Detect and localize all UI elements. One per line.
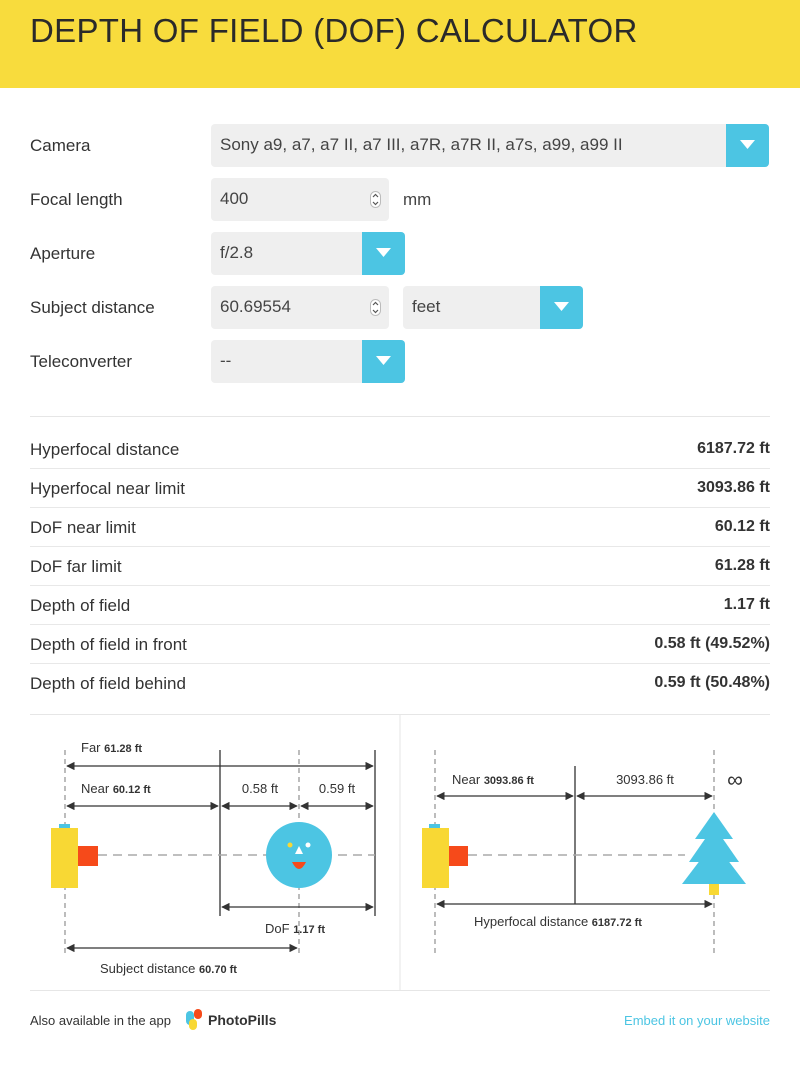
result-row: DoF far limit 61.28 ft <box>30 547 770 586</box>
aperture-select[interactable]: f/2.8 <box>211 232 405 275</box>
camera-select[interactable]: Sony a9, a7, a7 II, a7 III, a7R, a7R II,… <box>211 124 769 167</box>
result-label: DoF near limit <box>30 518 136 537</box>
subject-distance-value: 60.69554 <box>220 297 291 316</box>
form-divider <box>30 416 770 417</box>
result-label: Hyperfocal distance <box>30 440 180 459</box>
hyperfocal-near-label: Near 3093.86 ft <box>452 772 534 787</box>
focal-length-label: Focal length <box>30 190 123 209</box>
result-value: 6187.72 ft <box>697 440 770 457</box>
camera-label: Camera <box>30 136 91 155</box>
result-label: Depth of field in front <box>30 635 187 654</box>
focal-length-value: 400 <box>220 189 249 208</box>
up-down-arrows-icon[interactable] <box>370 299 381 316</box>
subject-distance-label: Subject distance <box>30 298 155 317</box>
camera-icon <box>51 824 98 888</box>
subject-distance-diagram-label: Subject distance 60.70 ft <box>100 961 237 976</box>
result-value: 3093.86 ft <box>697 479 770 496</box>
behind-dof-label: 0.59 ft <box>319 781 356 796</box>
distance-unit-value: feet <box>412 297 441 316</box>
distance-unit-select[interactable]: feet <box>403 286 583 329</box>
teleconverter-dropdown-button[interactable] <box>362 340 405 383</box>
distance-unit-dropdown-button[interactable] <box>540 286 583 329</box>
dof-label: DoF 1.17 ft <box>265 921 325 936</box>
result-label: Depth of field behind <box>30 674 186 693</box>
result-row: Hyperfocal near limit 3093.86 ft <box>30 469 770 508</box>
tree-icon <box>682 812 746 895</box>
subject-face-icon <box>266 822 332 888</box>
result-value: 0.58 ft (49.52%) <box>654 635 770 652</box>
teleconverter-label: Teleconverter <box>30 352 133 371</box>
page-header: DEPTH OF FIELD (DOF) CALCULATOR <box>0 0 800 88</box>
subject-distance-input[interactable]: 60.69554 <box>211 286 389 329</box>
aperture-select-value: f/2.8 <box>220 243 254 262</box>
photopills-brand-link[interactable]: PhotoPills <box>208 1012 277 1028</box>
footer-divider <box>30 990 770 991</box>
up-down-arrows-icon[interactable] <box>370 191 381 208</box>
front-dof-label: 0.58 ft <box>242 781 279 796</box>
focal-length-unit: mm <box>403 190 432 209</box>
result-row: Depth of field behind 0.59 ft (50.48%) <box>30 664 770 703</box>
camera-dropdown-button[interactable] <box>726 124 769 167</box>
chevron-down-icon <box>376 356 391 365</box>
focal-length-input[interactable]: 400 <box>211 178 389 221</box>
result-row: Depth of field in front 0.58 ft (49.52%) <box>30 625 770 664</box>
result-label: Depth of field <box>30 596 131 615</box>
result-value: 61.28 ft <box>714 557 770 574</box>
aperture-label: Aperture <box>30 244 96 263</box>
embed-website-link[interactable]: Embed it on your website <box>624 1013 770 1028</box>
far-label: Far 61.28 ft <box>81 740 142 755</box>
teleconverter-select[interactable]: -- <box>211 340 405 383</box>
result-value: 1.17 ft <box>723 596 770 613</box>
infinity-icon: ∞ <box>727 767 743 792</box>
near-label: Near 60.12 ft <box>81 781 151 796</box>
camera-icon <box>422 824 468 888</box>
teleconverter-select-value: -- <box>220 351 232 370</box>
result-value: 60.12 ft <box>714 518 770 535</box>
hyperfocal-distance-diagram-label: Hyperfocal distance 6187.72 ft <box>474 914 642 929</box>
camera-select-value: Sony a9, a7, a7 II, a7 III, a7R, a7R II,… <box>220 135 623 154</box>
hyperfocal-mid-label: 3093.86 ft <box>616 772 674 787</box>
result-label: DoF far limit <box>30 557 122 576</box>
result-value: 0.59 ft (50.48%) <box>654 674 770 691</box>
photopills-logo-icon[interactable] <box>184 1009 204 1031</box>
result-row: DoF near limit 60.12 ft <box>30 508 770 547</box>
dof-diagrams: Far 61.28 ft Near 60.12 ft 0.58 ft 0.59 … <box>30 714 770 990</box>
aperture-dropdown-button[interactable] <box>362 232 405 275</box>
hyperfocal-diagram-right: Near 3093.86 ft 3093.86 ft ∞ Hyperfocal … <box>422 750 746 954</box>
result-row: Depth of field 1.17 ft <box>30 586 770 625</box>
page-title: DEPTH OF FIELD (DOF) CALCULATOR <box>30 12 638 49</box>
chevron-down-icon <box>554 302 569 311</box>
dof-diagram-left: Far 61.28 ft Near 60.12 ft 0.58 ft 0.59 … <box>51 740 376 976</box>
result-label: Hyperfocal near limit <box>30 479 185 498</box>
chevron-down-icon <box>740 140 755 149</box>
chevron-down-icon <box>376 248 391 257</box>
result-row: Hyperfocal distance 6187.72 ft <box>30 430 770 469</box>
footer-app-text: Also available in the app <box>30 1013 171 1028</box>
diagram-svg: Far 61.28 ft Near 60.12 ft 0.58 ft 0.59 … <box>51 714 746 990</box>
